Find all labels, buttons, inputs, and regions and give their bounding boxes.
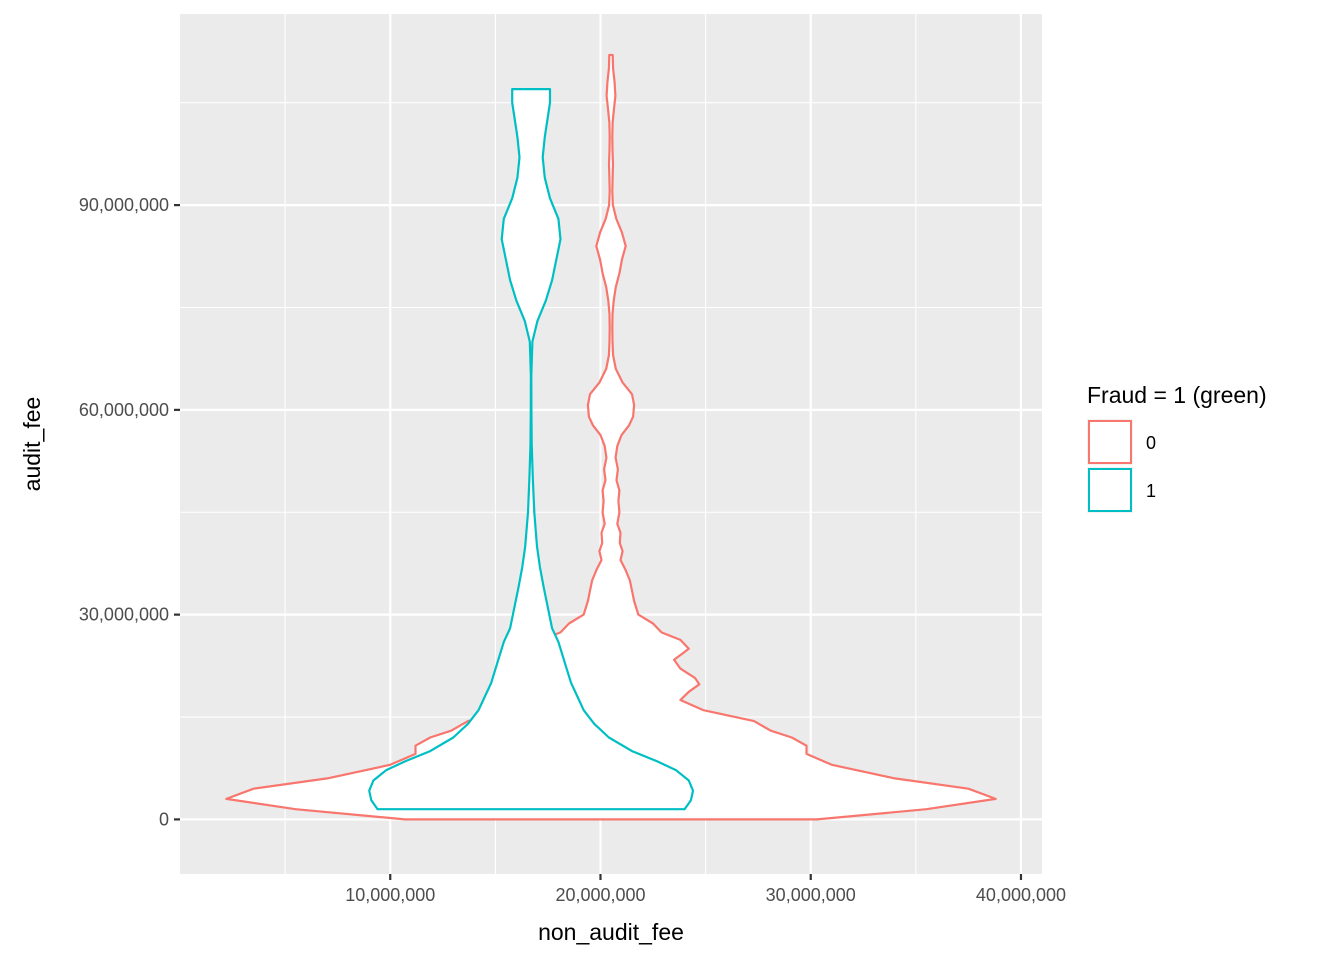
y-tick-label: 0	[159, 809, 169, 829]
legend-key-1	[1088, 468, 1132, 512]
x-axis-title: non_audit_fee	[538, 919, 684, 945]
violins	[225, 53, 997, 821]
x-tick-label: 30,000,000	[766, 885, 856, 905]
x-tick-label: 40,000,000	[976, 885, 1066, 905]
x-axis: 10,000,000 20,000,000 30,000,000 40,000,000	[345, 874, 1066, 905]
legend: Fraud = 1 (green) 0 1	[1087, 382, 1267, 513]
y-axis: 0 30,000,000 60,000,000 90,000,000	[79, 195, 180, 829]
y-tick-label: 90,000,000	[79, 195, 169, 215]
x-tick-label: 20,000,000	[555, 885, 645, 905]
violin-series-0	[225, 53, 997, 821]
legend-key-0	[1088, 420, 1132, 464]
legend-label-0: 0	[1146, 433, 1156, 453]
legend-label-1: 1	[1146, 481, 1156, 501]
x-tick-label: 10,000,000	[345, 885, 435, 905]
violin-series-1	[368, 88, 695, 811]
legend-title: Fraud = 1 (green)	[1087, 382, 1267, 408]
y-axis-title: audit_fee	[19, 397, 45, 492]
y-tick-label: 60,000,000	[79, 400, 169, 420]
y-tick-label: 30,000,000	[79, 605, 169, 625]
